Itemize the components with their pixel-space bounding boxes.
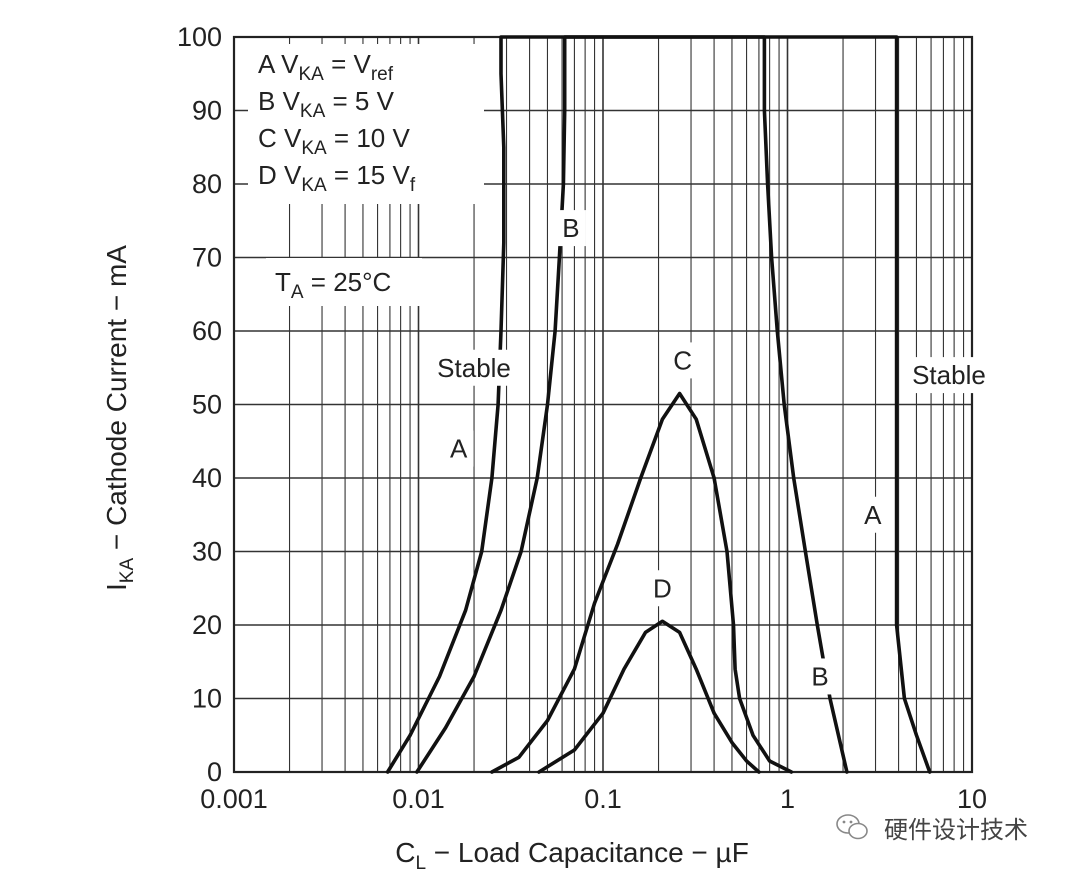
watermark-text: 硬件设计技术 bbox=[884, 816, 1028, 844]
legend-background bbox=[248, 44, 484, 204]
legend-entry-a: A VKA = Vref bbox=[258, 49, 394, 85]
curve-label-b: B bbox=[562, 213, 579, 243]
wechat-icon bbox=[836, 814, 868, 840]
stable-region-label: Stable bbox=[437, 353, 511, 383]
watermark: 硬件设计技术 bbox=[836, 814, 1028, 844]
y-tick-label: 100 bbox=[177, 22, 222, 52]
y-tick-label: 60 bbox=[192, 316, 222, 346]
annotations: Stable Stable A A B B C D bbox=[428, 210, 995, 695]
y-tick-labels: 0 10 20 30 40 50 60 70 80 90 100 bbox=[177, 22, 222, 787]
y-tick-label: 40 bbox=[192, 463, 222, 493]
series-b-curve bbox=[415, 35, 849, 774]
y-tick-label: 30 bbox=[192, 537, 222, 567]
x-tick-label: 10 bbox=[957, 784, 987, 814]
label-background bbox=[902, 357, 995, 394]
curve-label-c: C bbox=[673, 345, 692, 375]
curve-label-d: D bbox=[653, 573, 672, 603]
label-background bbox=[667, 342, 698, 379]
y-tick-label: 10 bbox=[192, 684, 222, 714]
curve-label-a: A bbox=[450, 434, 468, 464]
condition-background bbox=[266, 258, 422, 306]
x-tick-label: 0.01 bbox=[392, 784, 445, 814]
x-axis-label: CL − Load Capacitance − µF bbox=[395, 837, 749, 874]
series-c-curve bbox=[490, 391, 794, 774]
temperature-condition: TA = 25°C bbox=[275, 267, 391, 303]
x-tick-label: 0.001 bbox=[200, 784, 268, 814]
legend-entry-c: C VKA = 10 V bbox=[258, 123, 410, 159]
label-background bbox=[647, 570, 678, 607]
x-tick-label: 0.1 bbox=[584, 784, 622, 814]
label-background bbox=[555, 210, 586, 247]
series-a-curve bbox=[385, 35, 932, 774]
curve-label-b: B bbox=[811, 661, 828, 691]
legend-entry-d: D VKA = 15 Vf bbox=[258, 160, 416, 196]
y-axis-label: IKA − Cathode Current − mA bbox=[101, 245, 138, 591]
label-background bbox=[857, 496, 888, 533]
curve-label-a: A bbox=[864, 500, 882, 530]
x-tick-labels: 0.001 0.01 0.1 1 10 bbox=[200, 784, 987, 814]
y-tick-label: 90 bbox=[192, 96, 222, 126]
curves bbox=[385, 35, 932, 774]
legend-entry-b: B VKA = 5 V bbox=[258, 86, 395, 122]
label-background bbox=[428, 349, 521, 386]
y-tick-label: 80 bbox=[192, 169, 222, 199]
stable-region-label: Stable bbox=[912, 360, 986, 390]
x-tick-label: 1 bbox=[780, 784, 795, 814]
series-d-curve bbox=[537, 619, 761, 774]
label-background bbox=[443, 430, 474, 467]
y-tick-label: 50 bbox=[192, 390, 222, 420]
y-tick-label: 20 bbox=[192, 610, 222, 640]
label-background bbox=[804, 658, 835, 695]
y-tick-label: 0 bbox=[207, 757, 222, 787]
y-tick-label: 70 bbox=[192, 243, 222, 273]
